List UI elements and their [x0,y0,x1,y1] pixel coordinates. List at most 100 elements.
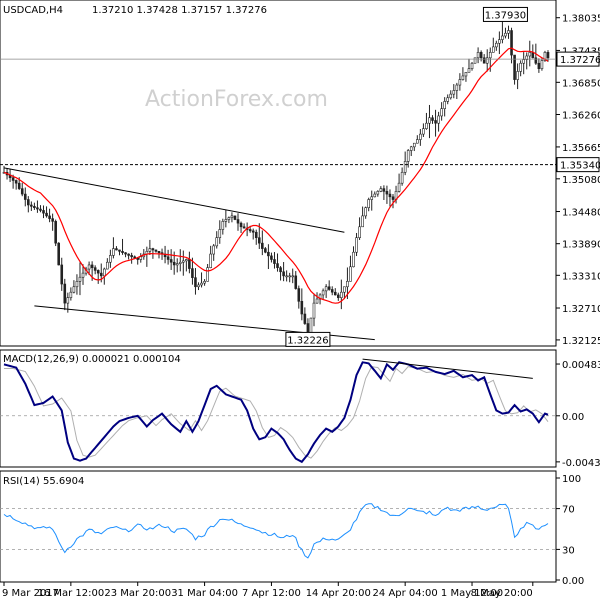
candle-body [382,188,386,192]
candle-body [397,182,401,192]
price-annotation-box [482,6,528,22]
x-axis-tick-label: 8 May 20:00 [471,588,533,599]
candle-body [127,253,130,256]
watermark: ActionForex.com [145,87,328,112]
candle-body [224,219,228,222]
candle-body [23,193,27,200]
candle-body [175,263,179,266]
candle-body [276,263,279,268]
price-annotation-label: 1.32226 [287,335,328,346]
candle-body [20,188,24,195]
candle-body [248,229,252,232]
candle-body [102,268,106,277]
candle-body [178,261,182,264]
candle-body [373,193,377,198]
candle-body [200,282,203,286]
candle-body [66,297,70,304]
rsi-axis-tick-label: 100 [562,474,581,485]
candle-body [154,249,158,252]
candle-body [361,215,364,228]
level-price-tag-box [556,157,600,173]
candle-body [87,264,91,270]
rsi-pane [0,470,557,583]
level-price-tag: 1.35340 [560,161,600,172]
candle-body [11,177,15,181]
candle-body [510,30,513,56]
candle-body [185,259,188,262]
candle-body [264,248,267,253]
candle-body [343,286,346,293]
candle-body [288,275,291,278]
candle-body [197,284,200,288]
candle-body [151,248,155,251]
macd-axis-tick-label: 0.00 [562,412,584,423]
candle-body [528,52,532,57]
candle-body [96,270,100,274]
candle-body [54,221,57,244]
candle-body [330,289,334,293]
candle-body [109,255,112,263]
symbol-label: USDCAD,H4 [3,5,63,16]
candle-body [218,229,222,238]
x-axis-tick-label: 14 Apr 20:00 [306,588,371,599]
candle-body [467,68,471,73]
candle-body [294,275,298,289]
price-axis-tick-label: 1.36260 [562,110,600,121]
candle-body [106,261,109,270]
candle-body [431,117,434,121]
candle-body [422,128,425,135]
candle-body [206,267,209,282]
candle-body [324,286,328,292]
candle-body [461,75,465,80]
candle-body [403,161,407,173]
candle-body [118,249,121,252]
price-axis-tick-label: 1.32125 [562,336,600,347]
candle-body [455,84,459,91]
candle-body [458,79,462,86]
candle-body [485,57,489,64]
trendline [3,167,345,233]
candle-body [540,60,544,69]
ohlc-header: 1.37210 1.37428 1.37157 1.37276 [92,5,267,16]
candle-body [370,196,374,200]
candle-body [412,142,416,148]
candle-body [498,39,501,44]
candle-body [227,217,231,220]
candle-body [215,237,219,247]
candle-body [39,208,42,211]
candle-body [261,242,264,249]
candle-body [166,256,170,260]
candle-body [172,261,176,266]
candle-body [221,221,225,230]
candle-body [349,266,352,282]
candle-body [434,120,437,124]
candle-body [437,115,440,124]
candle-body [419,133,422,140]
candle-body [124,252,127,255]
candle-body [230,215,234,219]
candle-body [239,222,243,228]
rsi-axis-tick-label: 30 [562,545,575,556]
candle-body [254,231,258,238]
candle-body [531,52,535,59]
candle-body [534,57,538,64]
rsi-line [3,503,549,559]
candle-body [33,206,36,209]
price-axis-tick-label: 1.35080 [562,175,600,186]
candle-body [306,323,310,334]
price-axis-tick-label: 1.32710 [562,304,600,315]
candle-body [81,272,85,278]
candle-body [236,219,240,224]
candle-body [191,268,194,278]
candle-body [233,215,237,220]
rsi-axis-tick-label: 70 [562,505,575,516]
rsi-axis-tick-label: 0.00 [562,576,584,587]
candle-body [115,248,118,251]
x-axis-tick-label: 7 Apr 12:00 [242,588,301,599]
candle-body [337,294,340,298]
candle-body [45,212,48,217]
candle-body [358,226,361,238]
candle-body [479,52,483,59]
